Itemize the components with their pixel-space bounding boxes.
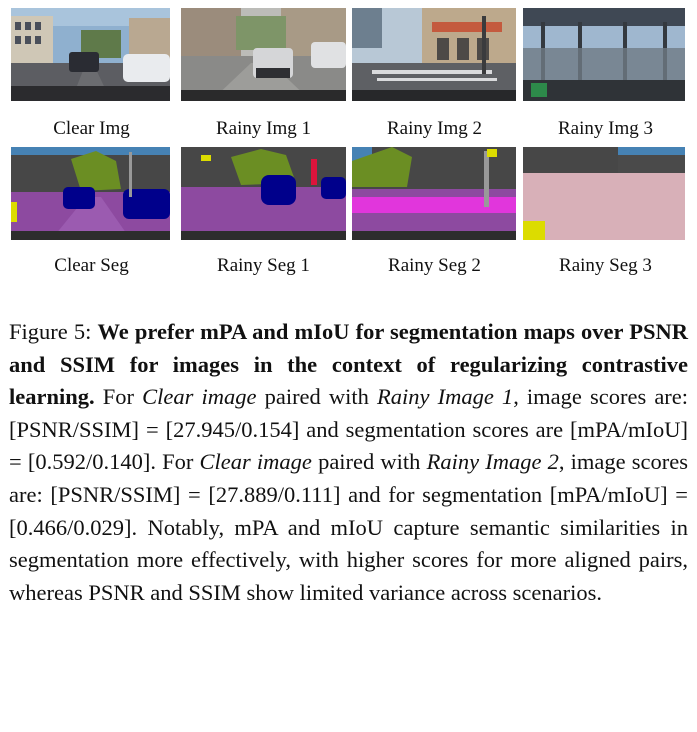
caption-italic-term: Rainy Image 2 [426,449,559,475]
rainy-segmentation-map-2 [352,147,516,240]
figure-label: Figure 5: [9,319,92,344]
caption-text: , image scores are: [PSNR/SSIM] = [27.88… [9,449,688,605]
caption-text: paired with [318,449,421,475]
panel-caption-clear-img: Clear Img [53,118,130,139]
panel-caption-clear-seg: Clear Seg [54,255,129,276]
caption-text: paired with [264,384,369,410]
caption-italic-term: Clear image [142,384,257,410]
figure-caption: Figure 5: We prefer mPA and mIoU for seg… [9,316,688,609]
rainy-image-3-photo [523,8,685,101]
caption-bold-claim: We prefer mPA and mIoU for segmentation … [9,319,688,410]
rainy-image-1-photo [181,8,346,101]
caption-text: For [102,384,135,410]
rainy-segmentation-map-1 [181,147,346,240]
panel-caption-rainy-seg-3: Rainy Seg 3 [559,255,652,276]
caption-italic-term: Clear image [199,449,312,475]
caption-text: , image scores are: [PSNR/SSIM] = [27.94… [9,384,689,475]
clear-segmentation-map [11,147,170,240]
rainy-image-2-photo [352,8,516,101]
rainy-segmentation-map-3 [523,147,685,240]
clear-image-photo [11,8,170,101]
panel-caption-rainy-seg-1: Rainy Seg 1 [217,255,310,276]
panel-caption-rainy-img-3: Rainy Img 3 [558,118,653,139]
panel-caption-rainy-img-2: Rainy Img 2 [387,118,482,139]
panel-caption-rainy-seg-2: Rainy Seg 2 [388,255,481,276]
caption-italic-term: Rainy Image 1 [377,384,514,410]
panel-caption-rainy-img-1: Rainy Img 1 [216,118,311,139]
